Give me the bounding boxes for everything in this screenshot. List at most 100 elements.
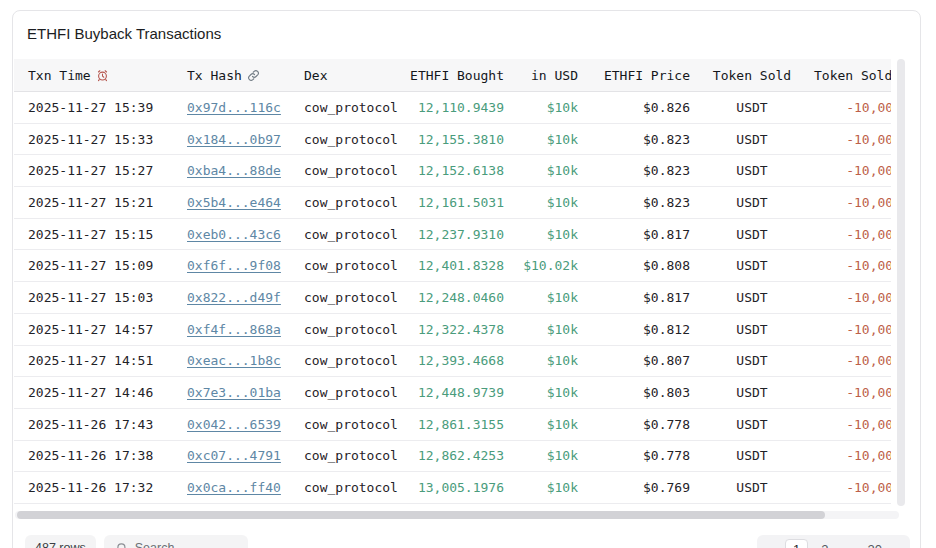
tx-hash-link[interactable]: 0x042...6539	[187, 417, 281, 432]
cell-token: USDT	[698, 163, 806, 178]
column-header-time[interactable]: Txn Time	[14, 68, 174, 83]
cell-time: 2025-11-26 17:32	[14, 480, 174, 495]
column-header-label: Dex	[304, 68, 327, 83]
cell-time: 2025-11-27 15:27	[14, 163, 174, 178]
cell-hash: 0xc07...4791	[174, 448, 291, 463]
cell-dex: cow_protocol	[291, 353, 391, 368]
cell-token: USDT	[698, 132, 806, 147]
cell-price: $0.817	[586, 290, 698, 305]
column-header-hash[interactable]: Tx Hash	[174, 68, 291, 83]
cell-dex: cow_protocol	[291, 480, 391, 495]
cell-token: USDT	[698, 353, 806, 368]
cell-usd: $10k	[512, 100, 586, 115]
cell-hash: 0x822...d49f	[174, 290, 291, 305]
cell-usd: $10k	[512, 132, 586, 147]
cell-time: 2025-11-27 15:21	[14, 195, 174, 210]
table-row: 2025-11-27 14:510xeac...1b8ccow_protocol…	[14, 346, 891, 378]
pagination-page-1[interactable]: 1	[785, 539, 808, 548]
column-header-price[interactable]: ETHFI Price	[586, 68, 698, 83]
table-row: 2025-11-27 15:090xf6f...9f08cow_protocol…	[14, 250, 891, 282]
pagination-prev-button[interactable]: ‹	[767, 542, 772, 548]
pagination-page-2[interactable]: 2	[821, 542, 828, 548]
cell-sold: -10,000	[806, 417, 891, 432]
cell-token: USDT	[698, 195, 806, 210]
cell-price: $0.823	[586, 195, 698, 210]
column-header-sold[interactable]: Token Sold	[806, 68, 891, 83]
cell-time: 2025-11-27 15:15	[14, 227, 174, 242]
column-header-label: Tx Hash	[187, 68, 242, 83]
column-header-label: ETHFI Price	[604, 68, 690, 83]
table-row: 2025-11-27 15:15 0xeb0...43c6 cow_protocol…	[14, 219, 891, 251]
tx-hash-link[interactable]: 0x97d...116c	[187, 100, 281, 115]
cell-bought: 13,005.1976	[391, 480, 512, 495]
tx-hash-link[interactable]: 0xf4f...868a	[187, 322, 281, 337]
cell-price: $0.823	[586, 163, 698, 178]
cell-sold: -10,000	[806, 385, 891, 400]
cell-bought: 12,448.9739	[391, 385, 512, 400]
column-header-bought[interactable]: ETHFI Bought	[391, 68, 512, 83]
table-row: 2025-11-26 17:430x042...6539cow_protocol…	[14, 409, 891, 441]
tx-hash-link[interactable]: 0x5b4...e464	[187, 195, 281, 210]
cell-bought: 12,161.5031	[391, 195, 512, 210]
column-header-usd[interactable]: in USD	[512, 68, 586, 83]
tx-hash-link[interactable]: 0x184...0b97	[187, 132, 281, 147]
cell-token: USDT	[698, 448, 806, 463]
cell-usd: $10k	[512, 448, 586, 463]
cell-hash: 0xf6f...9f08	[174, 258, 291, 273]
tx-hash-link[interactable]: 0x7e3...01ba	[187, 385, 281, 400]
cell-sold: -10,000	[806, 227, 891, 242]
cell-dex: cow_protocol	[291, 227, 391, 242]
cell-usd: $10k	[512, 227, 586, 242]
cell-usd: $10k	[512, 353, 586, 368]
cell-bought: 12,110.9439	[391, 100, 512, 115]
cell-price: $0.812	[586, 322, 698, 337]
cell-dex: cow_protocol	[291, 448, 391, 463]
table-row: 2025-11-26 17:380xc07...4791cow_protocol…	[14, 441, 891, 473]
link-icon	[247, 69, 260, 82]
column-header-dex[interactable]: Dex	[291, 68, 391, 83]
cell-dex: cow_protocol	[291, 163, 391, 178]
cell-usd: $10k	[512, 322, 586, 337]
cell-dex: cow_protocol	[291, 100, 391, 115]
cell-dex: cow_protocol	[291, 258, 391, 273]
horizontal-scrollbar-thumb[interactable]	[17, 511, 825, 519]
table-row: 2025-11-27 15:27 0xba4...88de cow_protocol…	[14, 155, 891, 187]
cell-price: $0.769	[586, 480, 698, 495]
cell-hash: 0xf4f...868a	[174, 322, 291, 337]
cell-time: 2025-11-27 15:03	[14, 290, 174, 305]
cell-sold: -10,000	[806, 132, 891, 147]
pagination-next-button[interactable]: ›	[895, 542, 900, 548]
cell-token: USDT	[698, 290, 806, 305]
tx-hash-link[interactable]: 0xf6f...9f08	[187, 258, 281, 273]
transactions-table: Txn Time Tx Hash Dex ETHFI Boughtin USD ETHF…	[14, 59, 891, 504]
cell-hash: 0xeac...1b8c	[174, 353, 291, 368]
tx-hash-link[interactable]: 0xc07...4791	[187, 448, 281, 463]
tx-hash-link[interactable]: 0x0ca...ff40	[187, 480, 281, 495]
cell-price: $0.808	[586, 258, 698, 273]
tx-hash-link[interactable]: 0xeac...1b8c	[187, 353, 281, 368]
vertical-scrollbar-thumb[interactable]	[897, 59, 905, 506]
cell-usd: $10k	[512, 480, 586, 495]
page-title: ETHFI Buyback Transactions	[13, 11, 920, 53]
tx-hash-link[interactable]: 0x822...d49f	[187, 290, 281, 305]
pagination: ‹ 1 2 … 20 ›	[757, 535, 910, 548]
column-header-token[interactable]: Token Sold	[698, 68, 806, 83]
cell-usd: $10k	[512, 385, 586, 400]
cell-usd: $10k	[512, 163, 586, 178]
column-header-label: Txn Time	[28, 68, 91, 83]
table-header-row: Txn Time Tx Hash Dex ETHFI Boughtin USD ETHF…	[14, 59, 891, 92]
cell-bought: 12,237.9310	[391, 227, 512, 242]
cell-usd: $10.02k	[512, 258, 586, 273]
cell-bought: 12,152.6138	[391, 163, 512, 178]
table-row: 2025-11-27 15:030x822...d49fcow_protocol…	[14, 282, 891, 314]
pagination-page-20[interactable]: 20	[868, 542, 882, 548]
cell-dex: cow_protocol	[291, 132, 391, 147]
tx-hash-link[interactable]: 0xba4...88de	[187, 163, 281, 178]
search-input[interactable]: Search	[104, 535, 248, 548]
cell-sold: -10,000	[806, 290, 891, 305]
column-header-label: Token Sold	[814, 68, 891, 83]
cell-dex: cow_protocol	[291, 417, 391, 432]
cell-sold: -10,000	[806, 195, 891, 210]
pagination-ellipsis: …	[842, 542, 855, 548]
tx-hash-link[interactable]: 0xeb0...43c6	[187, 227, 281, 242]
